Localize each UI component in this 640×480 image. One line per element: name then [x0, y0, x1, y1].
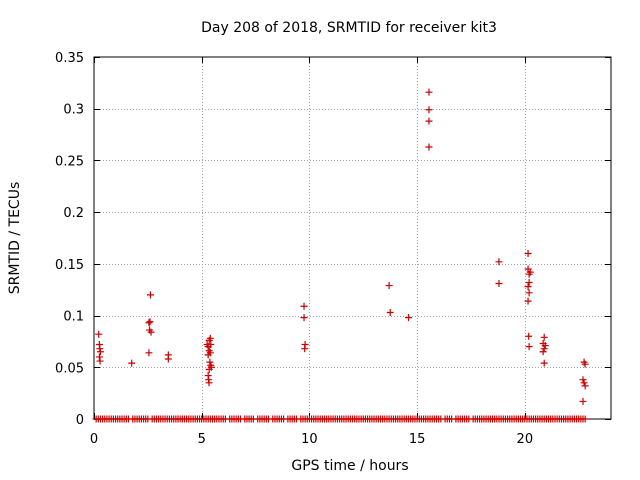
tick-labels: 0 5 10 15 20 0 0.05 0.1 0.15 0.2 0.25 0.3 0.35 [55, 51, 533, 447]
data-point [495, 258, 503, 266]
data-point [146, 318, 154, 326]
data-point [95, 330, 103, 338]
data-point [206, 349, 214, 357]
data-point [540, 345, 548, 353]
data-point [524, 297, 532, 305]
data-point [525, 278, 533, 286]
data-point [425, 88, 433, 96]
data-point [385, 282, 393, 290]
y-tick-label: 0.35 [55, 51, 84, 66]
data-point [205, 365, 213, 373]
data-point [405, 314, 413, 322]
data-point [206, 334, 214, 342]
data-point [301, 345, 309, 353]
data-point [581, 415, 589, 423]
data-point [540, 333, 548, 341]
data-point [526, 268, 534, 276]
x-tick-label: 0 [90, 432, 98, 447]
data-point [207, 341, 215, 349]
data-point [300, 302, 308, 310]
y-tick-label: 0.05 [55, 361, 84, 376]
y-tick-label: 0.2 [63, 206, 84, 221]
data-point [541, 342, 549, 350]
data-point [580, 379, 588, 387]
data-point [425, 117, 433, 125]
data-point [145, 349, 153, 357]
data-point [206, 358, 214, 366]
data-point [205, 379, 213, 387]
data-point [164, 355, 172, 363]
data-point [146, 291, 154, 299]
y-tick-label: 0.25 [55, 154, 84, 169]
data-point [524, 250, 532, 258]
y-tick-label: 0.3 [63, 103, 84, 118]
data-point [95, 353, 103, 361]
y-tick-label: 0.15 [55, 258, 84, 273]
data-point [525, 332, 533, 340]
data-point [495, 280, 503, 288]
data-point [145, 319, 153, 327]
data-point [96, 348, 104, 356]
x-tick-label: 15 [409, 432, 426, 447]
data-point [539, 348, 547, 356]
data-point [525, 343, 533, 351]
data-point [147, 328, 155, 336]
data-point [425, 106, 433, 114]
x-tick-label: 10 [301, 432, 318, 447]
data-point [425, 143, 433, 151]
data-point [96, 345, 104, 353]
data-point [525, 289, 533, 297]
grid [94, 57, 611, 419]
data-point [581, 360, 589, 368]
data-point [128, 359, 136, 367]
chart-title: Day 208 of 2018, SRMTID for receiver kit… [201, 20, 497, 36]
x-tick-label: 20 [517, 432, 534, 447]
data-point [386, 308, 394, 316]
data-point [96, 357, 104, 365]
data-point [300, 314, 308, 322]
data-point [524, 283, 532, 291]
data-points [92, 88, 589, 423]
y-tick-label: 0 [76, 413, 84, 428]
y-axis-label: SRMTID / TECUs [7, 182, 23, 295]
y-tick-label: 0.1 [63, 310, 84, 325]
data-point [540, 359, 548, 367]
x-tick-label: 5 [198, 432, 206, 447]
x-axis-label: GPS time / hours [291, 458, 408, 474]
data-point [579, 397, 587, 405]
data-point [581, 382, 589, 390]
data-point [579, 376, 587, 384]
